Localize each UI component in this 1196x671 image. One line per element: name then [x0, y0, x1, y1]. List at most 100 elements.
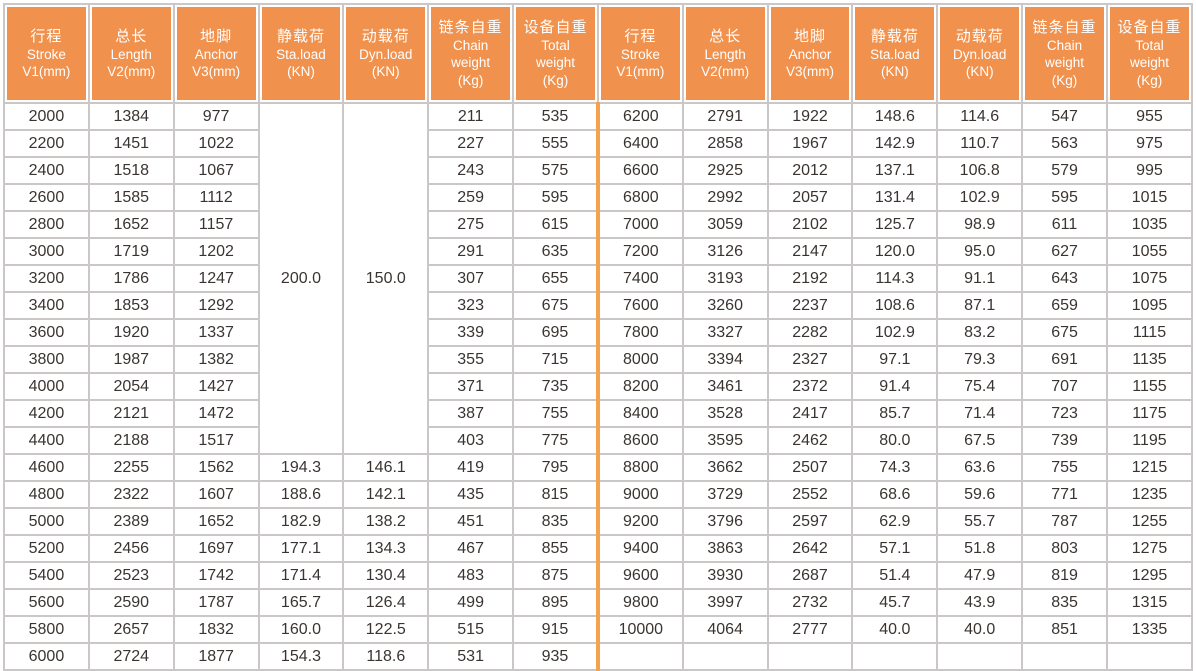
table-row: 3000 1719 1202 291 635 7200 3126 2147 120.0 95.0 6…	[3, 237, 1194, 266]
header-left-dyn-load: 动载荷 Dyn.load (KN)	[342, 3, 430, 104]
cell-left-stroke: 3200	[3, 264, 90, 293]
header-label-en: V2(mm)	[107, 64, 156, 80]
cell-right-total-weight: 1075	[1105, 264, 1194, 293]
header-label-en: Stroke	[26, 46, 66, 62]
cell-right-anchor: 2327	[766, 345, 854, 374]
header-cell-block: 设备自重 Total weight (Kg)	[516, 7, 595, 100]
cell-right-length: 3528	[681, 399, 769, 428]
cell-left-anchor: 1787	[172, 588, 260, 617]
header-label-en: (Kg)	[542, 72, 569, 88]
cell-right-length: 3394	[681, 345, 769, 374]
cell-left-chain-weight: 323	[427, 291, 515, 320]
cell-left-total-weight: 815	[512, 480, 599, 509]
cell-left-dyn-load: 126.4	[342, 588, 430, 617]
cell-left-total-weight: 875	[512, 561, 599, 590]
cell-right-stroke: 8800	[595, 453, 684, 482]
cell-right-total-weight: 1275	[1105, 534, 1194, 563]
table-row: 3800 1987 1382 355 715 8000 3394 2327 97.1 79.3 69…	[3, 345, 1194, 374]
cell-left-dyn-load: 138.2	[342, 507, 430, 536]
cell-left-total-weight: 635	[512, 237, 599, 266]
cell-left-dyn-load: 142.1	[342, 480, 430, 509]
cell-left-chain-weight: 259	[427, 183, 515, 212]
cell-right-chain-weight: 739	[1021, 426, 1108, 455]
header-label-en: weight	[1129, 55, 1169, 71]
cell-right-sta-load: 68.6	[851, 480, 939, 509]
cell-right-anchor	[766, 642, 854, 671]
cell-right-length: 2858	[681, 129, 769, 158]
table-row: 5200 2456 1697 177.1 134.3 467 855 9400 3863 2642…	[3, 534, 1194, 563]
cell-left-length: 1853	[87, 291, 175, 320]
header-label-zh: 静载荷	[276, 27, 325, 45]
cell-right-sta-load: 137.1	[851, 156, 939, 185]
header-label-en: (KN)	[880, 64, 909, 80]
cell-right-sta-load: 74.3	[851, 453, 939, 482]
cell-right-length: 3863	[681, 534, 769, 563]
cell-right-length: 4064	[681, 615, 769, 644]
header-right-total-weight: 设备自重 Total weight (Kg)	[1105, 3, 1194, 104]
cell-right-chain-weight: 643	[1021, 264, 1108, 293]
cell-right-length: 3796	[681, 507, 769, 536]
table-row: 3400 1853 1292 323 675 7600 3260 2237 108.6 87.1 6…	[3, 291, 1194, 320]
cell-right-total-weight: 1095	[1105, 291, 1194, 320]
header-cell-block: 行程 Stroke V1(mm)	[600, 7, 680, 100]
cell-left-anchor: 1652	[172, 507, 260, 536]
cell-right-anchor: 2507	[766, 453, 854, 482]
cell-left-dyn-load: 118.6	[342, 642, 430, 671]
cell-left-anchor: 1337	[172, 318, 260, 347]
cell-right-dyn-load: 40.0	[936, 615, 1024, 644]
cell-left-chain-weight: 355	[427, 345, 515, 374]
table-row: 5400 2523 1742 171.4 130.4 483 875 9600 3930 2687…	[3, 561, 1194, 590]
cell-right-stroke: 9800	[595, 588, 684, 617]
header-right-chain-weight: 链条自重 Chain weight (Kg)	[1021, 3, 1108, 104]
header-label-en: Stroke	[620, 46, 660, 62]
cell-right-chain-weight: 659	[1021, 291, 1108, 320]
cell-left-stroke: 5600	[3, 588, 90, 617]
header-cell-block: 静载荷 Sta.load (KN)	[855, 7, 935, 100]
cell-left-stroke: 4200	[3, 399, 90, 428]
cell-right-stroke: 6800	[595, 183, 684, 212]
cell-right-sta-load: 102.9	[851, 318, 939, 347]
cell-left-chain-weight: 419	[427, 453, 515, 482]
cell-left-anchor: 1697	[172, 534, 260, 563]
header-cell-block: 设备自重 Total weight (Kg)	[1109, 7, 1189, 100]
cell-left-anchor: 1427	[172, 372, 260, 401]
cell-left-anchor: 1877	[172, 642, 260, 671]
cell-left-length: 1652	[87, 210, 175, 239]
cell-right-anchor: 2192	[766, 264, 854, 293]
cell-right-anchor: 1922	[766, 102, 854, 131]
header-label-zh: 总长	[115, 27, 148, 45]
cell-left-sta-load: 194.3	[257, 453, 345, 482]
cell-left-total-weight: 775	[512, 426, 599, 455]
cell-left-stroke: 2600	[3, 183, 90, 212]
cell-right-length: 3662	[681, 453, 769, 482]
cell-right-total-weight: 1295	[1105, 561, 1194, 590]
cell-left-length: 2724	[87, 642, 175, 671]
cell-right-stroke: 8600	[595, 426, 684, 455]
cell-left-chain-weight: 467	[427, 534, 515, 563]
cell-right-chain-weight: 851	[1021, 615, 1108, 644]
cell-left-length: 1786	[87, 264, 175, 293]
cell-left-chain-weight: 483	[427, 561, 515, 590]
cell-right-length: 3997	[681, 588, 769, 617]
cell-right-stroke: 6400	[595, 129, 684, 158]
header-label-en: Length	[110, 46, 152, 62]
cell-left-total-weight: 555	[512, 129, 599, 158]
cell-left-total-weight: 575	[512, 156, 599, 185]
cell-right-anchor: 1967	[766, 129, 854, 158]
cell-right-chain-weight: 675	[1021, 318, 1108, 347]
cell-right-chain-weight: 579	[1021, 156, 1108, 185]
cell-left-chain-weight: 451	[427, 507, 515, 536]
cell-right-chain-weight: 771	[1021, 480, 1108, 509]
cell-left-anchor: 1112	[172, 183, 260, 212]
cell-left-total-weight: 855	[512, 534, 599, 563]
cell-left-stroke: 5200	[3, 534, 90, 563]
cell-right-sta-load: 131.4	[851, 183, 939, 212]
cell-right-stroke: 9000	[595, 480, 684, 509]
cell-left-anchor: 1562	[172, 453, 260, 482]
cell-right-anchor: 2777	[766, 615, 854, 644]
cell-right-total-weight: 1235	[1105, 480, 1194, 509]
header-label-en: (KN)	[287, 64, 315, 80]
header-left-anchor: 地脚 Anchor V3(mm)	[172, 3, 260, 104]
cell-left-stroke: 3400	[3, 291, 90, 320]
cell-right-sta-load: 80.0	[851, 426, 939, 455]
